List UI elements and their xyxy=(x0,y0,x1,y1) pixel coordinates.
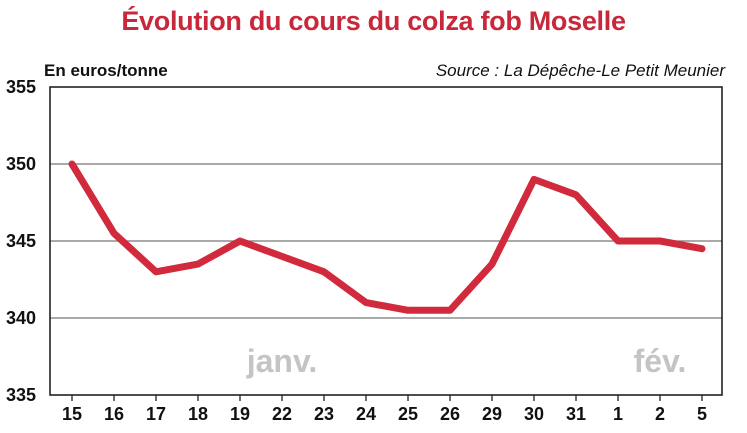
x-tick-label: 15 xyxy=(62,404,82,424)
x-tick-label: 30 xyxy=(524,404,544,424)
data-point xyxy=(532,177,536,181)
data-point xyxy=(280,254,284,258)
x-tick-label: 16 xyxy=(104,404,124,424)
x-tick-label: 18 xyxy=(188,404,208,424)
x-tick-label: 19 xyxy=(230,404,250,424)
x-tick-label: 29 xyxy=(482,404,502,424)
y-tick-label: 345 xyxy=(6,231,36,251)
chart-title: Évolution du cours du colza fob Moselle xyxy=(121,6,626,36)
y-tick-label: 335 xyxy=(6,385,36,405)
data-point xyxy=(406,308,410,312)
series-line xyxy=(68,160,706,314)
x-tick-label: 1 xyxy=(613,404,623,424)
data-point xyxy=(490,262,494,266)
y-tick-label: 355 xyxy=(6,77,36,97)
month-label: fév. xyxy=(634,343,687,379)
x-tick-label: 31 xyxy=(566,404,586,424)
data-point xyxy=(700,247,704,251)
data-point xyxy=(238,239,242,243)
data-point xyxy=(448,308,452,312)
data-point xyxy=(196,262,200,266)
data-point xyxy=(112,231,116,235)
data-point xyxy=(616,239,620,243)
plot-frame xyxy=(49,86,723,396)
x-tick-label: 23 xyxy=(314,404,334,424)
x-tick-label: 2 xyxy=(655,404,665,424)
data-point xyxy=(322,270,326,274)
x-tick-label: 22 xyxy=(272,404,292,424)
x-tick-label: 24 xyxy=(356,404,376,424)
y-tick-label: 350 xyxy=(6,154,36,174)
data-point xyxy=(658,239,662,243)
x-tick-label: 5 xyxy=(697,404,707,424)
x-tick-label: 25 xyxy=(398,404,418,424)
data-point xyxy=(154,270,158,274)
y-tick-label: 340 xyxy=(6,308,36,328)
data-point xyxy=(70,162,74,166)
x-tick-label: 17 xyxy=(146,404,166,424)
x-tick-label: 26 xyxy=(440,404,460,424)
data-point xyxy=(574,193,578,197)
y-axis-unit-label: En euros/tonne xyxy=(44,61,168,80)
month-label: janv. xyxy=(246,343,318,379)
data-point xyxy=(364,301,368,305)
source-label: Source : La Dépêche-Le Petit Meunier xyxy=(435,61,725,80)
